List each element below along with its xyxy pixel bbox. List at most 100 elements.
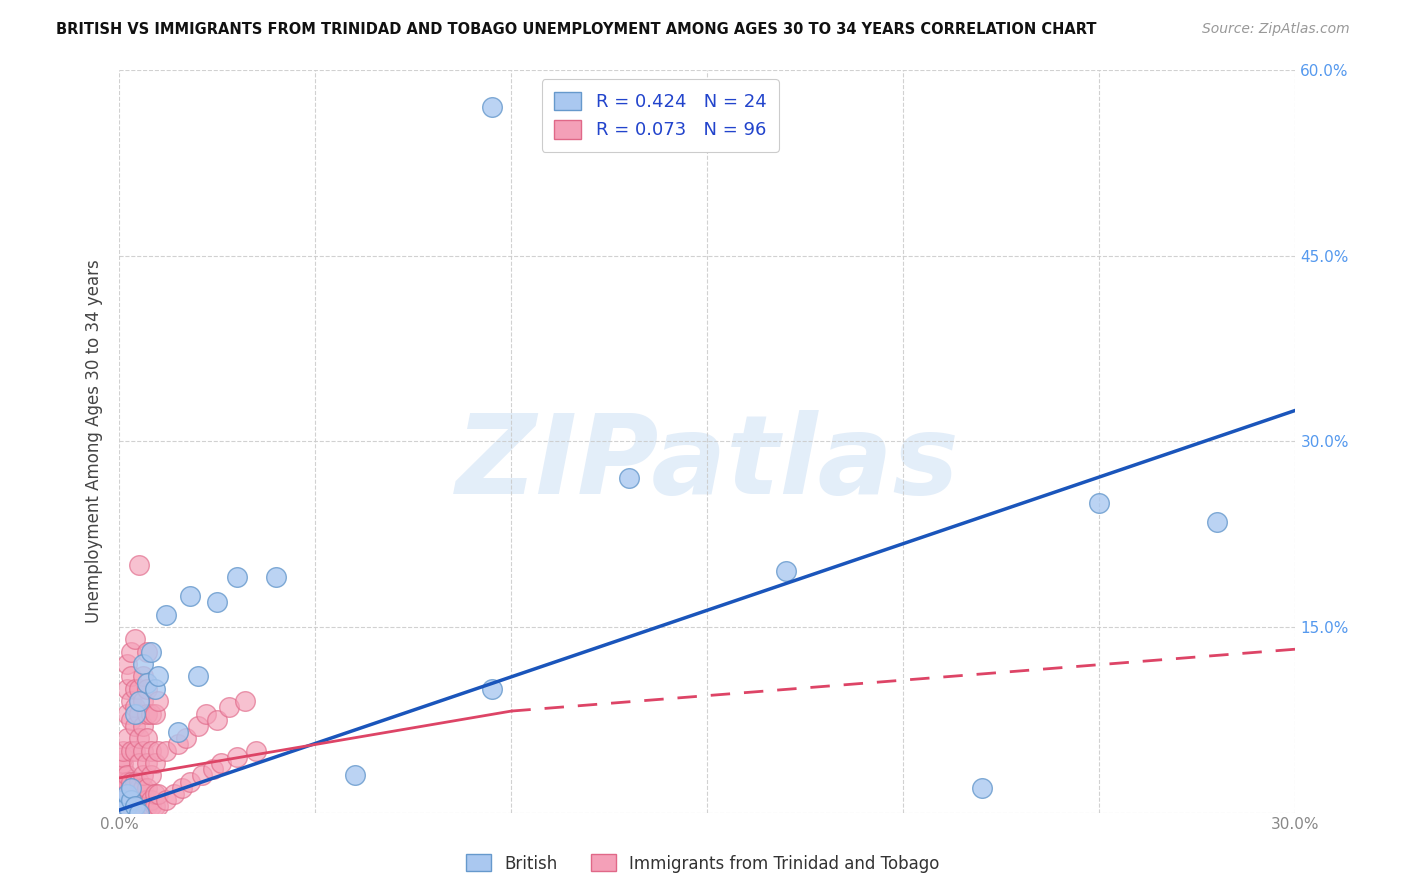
Text: Source: ZipAtlas.com: Source: ZipAtlas.com xyxy=(1202,22,1350,37)
Point xyxy=(225,570,247,584)
Point xyxy=(194,706,217,721)
Legend: British, Immigrants from Trinidad and Tobago: British, Immigrants from Trinidad and To… xyxy=(460,847,946,880)
Point xyxy=(120,780,142,795)
Point xyxy=(132,780,155,795)
Point xyxy=(135,645,157,659)
Point xyxy=(148,787,170,801)
Point xyxy=(1206,515,1229,529)
Point xyxy=(135,675,157,690)
Point xyxy=(179,774,201,789)
Point xyxy=(143,681,166,696)
Point xyxy=(148,744,170,758)
Point xyxy=(132,694,155,708)
Point xyxy=(115,799,138,814)
Point xyxy=(481,100,503,114)
Point xyxy=(112,799,135,814)
Point xyxy=(775,564,797,578)
Point xyxy=(120,793,142,807)
Point xyxy=(124,681,146,696)
Point xyxy=(139,793,162,807)
Point xyxy=(115,774,138,789)
Point xyxy=(139,799,162,814)
Point xyxy=(128,731,150,746)
Point xyxy=(167,738,190,752)
Text: BRITISH VS IMMIGRANTS FROM TRINIDAD AND TOBAGO UNEMPLOYMENT AMONG AGES 30 TO 34 : BRITISH VS IMMIGRANTS FROM TRINIDAD AND … xyxy=(56,22,1097,37)
Point xyxy=(218,700,240,714)
Point xyxy=(139,744,162,758)
Point xyxy=(155,607,177,622)
Point xyxy=(128,756,150,770)
Point xyxy=(128,780,150,795)
Point xyxy=(115,706,138,721)
Point xyxy=(148,694,170,708)
Point xyxy=(132,793,155,807)
Point xyxy=(124,774,146,789)
Point xyxy=(190,768,212,782)
Point xyxy=(225,749,247,764)
Point xyxy=(112,768,135,782)
Point xyxy=(135,706,157,721)
Point xyxy=(128,805,150,820)
Point xyxy=(128,681,150,696)
Point xyxy=(124,787,146,801)
Point xyxy=(139,768,162,782)
Point xyxy=(115,787,138,801)
Point xyxy=(112,762,135,776)
Point xyxy=(143,799,166,814)
Point xyxy=(124,793,146,807)
Point xyxy=(970,780,993,795)
Point xyxy=(187,719,209,733)
Point xyxy=(167,725,190,739)
Point xyxy=(187,669,209,683)
Point xyxy=(617,471,640,485)
Point xyxy=(148,669,170,683)
Point xyxy=(128,799,150,814)
Point xyxy=(245,744,267,758)
Point xyxy=(128,694,150,708)
Point xyxy=(115,787,138,801)
Point xyxy=(115,768,138,782)
Point xyxy=(124,799,146,814)
Point xyxy=(202,762,225,776)
Point xyxy=(132,657,155,671)
Point xyxy=(120,645,142,659)
Point xyxy=(132,768,155,782)
Point xyxy=(132,669,155,683)
Point xyxy=(163,787,186,801)
Legend: R = 0.424   N = 24, R = 0.073   N = 96: R = 0.424 N = 24, R = 0.073 N = 96 xyxy=(541,79,779,153)
Point xyxy=(124,632,146,647)
Point xyxy=(124,799,146,814)
Point xyxy=(143,756,166,770)
Point xyxy=(132,744,155,758)
Point xyxy=(120,774,142,789)
Point xyxy=(135,731,157,746)
Point xyxy=(233,694,256,708)
Point xyxy=(124,719,146,733)
Point xyxy=(343,768,366,782)
Point xyxy=(115,731,138,746)
Point xyxy=(112,799,135,814)
Point xyxy=(170,780,193,795)
Text: ZIPatlas: ZIPatlas xyxy=(456,410,959,517)
Point xyxy=(148,799,170,814)
Point xyxy=(112,756,135,770)
Point xyxy=(1088,496,1111,510)
Point xyxy=(128,774,150,789)
Point xyxy=(112,787,135,801)
Point xyxy=(155,793,177,807)
Point xyxy=(209,756,232,770)
Point xyxy=(115,793,138,807)
Point xyxy=(135,756,157,770)
Point xyxy=(139,706,162,721)
Y-axis label: Unemployment Among Ages 30 to 34 years: Unemployment Among Ages 30 to 34 years xyxy=(86,260,103,624)
Point xyxy=(155,744,177,758)
Point xyxy=(143,787,166,801)
Point xyxy=(135,799,157,814)
Point xyxy=(207,713,229,727)
Point xyxy=(112,793,135,807)
Point xyxy=(128,793,150,807)
Point xyxy=(120,793,142,807)
Point xyxy=(135,793,157,807)
Point xyxy=(112,774,135,789)
Point xyxy=(112,749,135,764)
